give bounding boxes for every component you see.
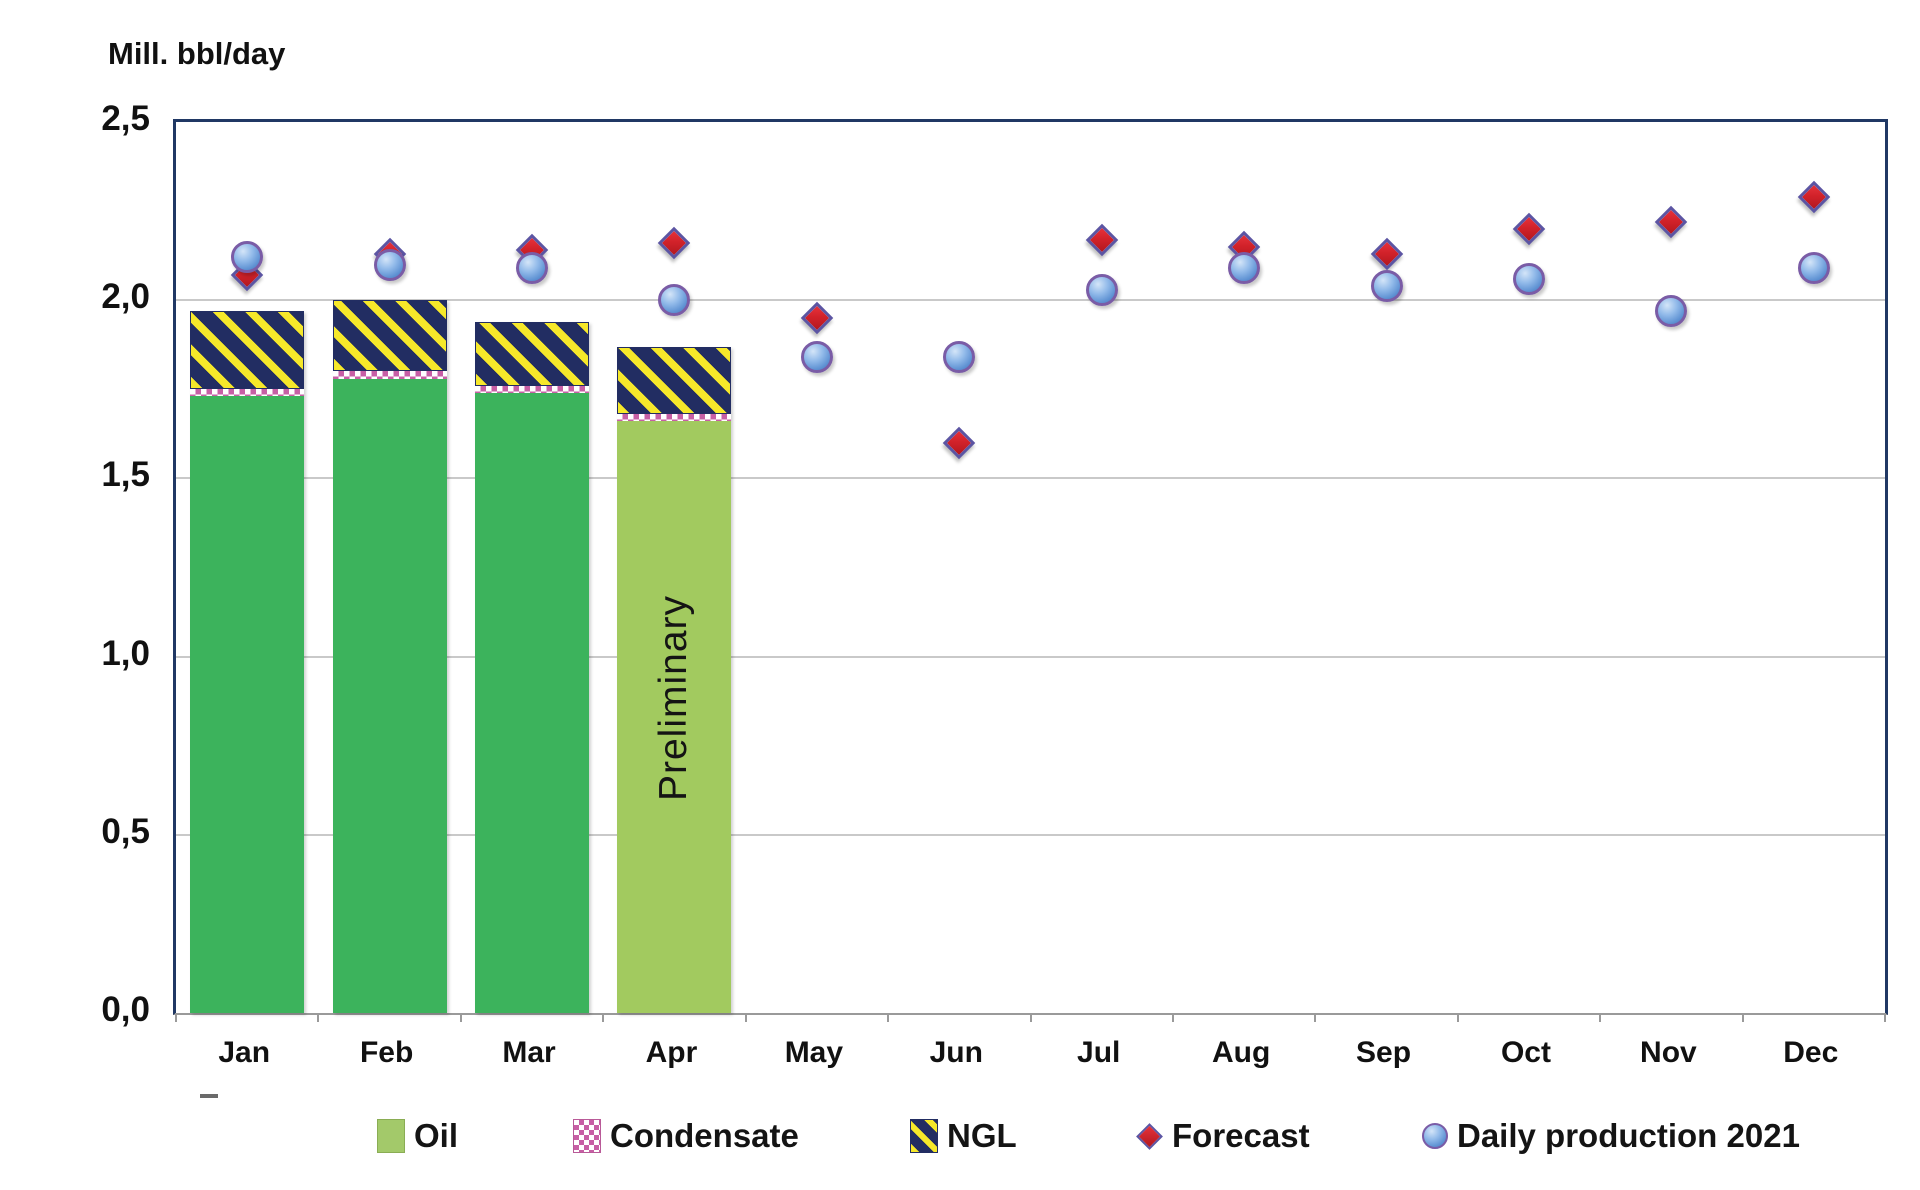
daily-production-marker-dec xyxy=(1797,252,1830,285)
x-axis-tick xyxy=(744,1013,747,1022)
y-tick-label: 1,5 xyxy=(101,455,150,495)
x-tick-label-feb: Feb xyxy=(359,1036,414,1069)
bar-segment-ngl xyxy=(332,300,447,372)
bar-mar xyxy=(475,321,590,1013)
forecast-marker-jul xyxy=(1085,223,1119,257)
legend-item-oil: Oil xyxy=(377,1114,458,1158)
bar-segment-ngl xyxy=(190,310,305,390)
y-tick-label: 1,0 xyxy=(101,633,150,673)
bar-segment-oil xyxy=(617,421,732,1013)
forecast-marker-sep xyxy=(1370,237,1404,271)
x-tick-label-may: May xyxy=(784,1036,844,1069)
legend-swatch-ngl xyxy=(910,1119,938,1153)
forecast-marker-dec xyxy=(1797,180,1831,214)
legend-label: Daily production 2021 xyxy=(1457,1117,1800,1154)
daily-production-marker-jul xyxy=(1085,273,1118,306)
bar-segment-oil xyxy=(332,378,447,1013)
x-tick-label-apr: Apr xyxy=(645,1036,698,1069)
y-tick-label: 0,0 xyxy=(101,990,150,1029)
preliminary-label: Preliminary xyxy=(652,594,696,802)
forecast-marker-nov xyxy=(1654,205,1688,239)
bar-feb xyxy=(332,300,447,1013)
x-axis-tick xyxy=(1029,1013,1032,1022)
daily-production-marker-nov xyxy=(1655,294,1688,327)
y-tick-label: 2,5 xyxy=(101,99,150,138)
x-tick-label-oct: Oct xyxy=(1500,1036,1551,1069)
x-axis-tick xyxy=(887,1013,890,1022)
x-axis-tick xyxy=(1314,1013,1317,1022)
x-axis-tick xyxy=(1599,1013,1602,1022)
y-tick-label: 2,0 xyxy=(101,277,150,317)
legend-swatch-oil xyxy=(377,1119,405,1153)
x-tick-label-mar: Mar xyxy=(502,1036,556,1069)
bar-segment-condensate xyxy=(475,385,590,393)
legend: Oil Condensate NGL Forecast Daily production… xyxy=(0,1114,1920,1164)
legend-label: Condensate xyxy=(610,1117,799,1154)
y-tick-label: 0,5 xyxy=(101,811,150,851)
bar-segment-oil xyxy=(475,392,590,1013)
legend-label: NGL xyxy=(947,1117,1017,1154)
x-axis-tick xyxy=(317,1013,320,1022)
gridline xyxy=(176,299,1885,302)
daily-production-marker-sep xyxy=(1370,269,1403,302)
gridline xyxy=(176,477,1885,480)
stray-tick-mark xyxy=(200,1094,218,1098)
daily-production-marker-feb xyxy=(373,248,406,281)
daily-production-circle-icon xyxy=(1422,1123,1448,1149)
x-tick-label-jan: Jan xyxy=(218,1036,271,1069)
bar-segment-condensate xyxy=(617,414,732,422)
x-tick-label-dec: Dec xyxy=(1783,1036,1839,1069)
x-axis-tick xyxy=(1456,1013,1459,1022)
daily-production-marker-jan xyxy=(231,241,264,274)
x-axis-tick xyxy=(1884,1013,1886,1022)
bar-segment-condensate xyxy=(190,389,305,397)
legend-item-dot: Daily production 2021 xyxy=(1422,1114,1800,1158)
legend-item-diamond: Forecast xyxy=(1136,1114,1310,1158)
daily-production-marker-apr xyxy=(658,284,691,317)
x-tick-label-jun: Jun xyxy=(929,1036,983,1069)
x-axis-tick xyxy=(459,1013,462,1022)
bar-jan xyxy=(190,310,305,1013)
x-tick-label-nov: Nov xyxy=(1640,1036,1697,1069)
x-axis-tick xyxy=(175,1013,177,1022)
x-tick-label-aug: Aug xyxy=(1211,1036,1271,1069)
x-tick-label-jul: Jul xyxy=(1077,1036,1121,1069)
forecast-marker-jun xyxy=(942,426,976,460)
x-axis-tick xyxy=(1171,1013,1174,1022)
forecast-marker-oct xyxy=(1512,212,1546,246)
bar-segment-condensate xyxy=(332,371,447,379)
y-axis-title: Mill. bbl/day xyxy=(108,36,286,71)
legend-label: Oil xyxy=(414,1117,459,1154)
bar-segment-oil xyxy=(190,396,305,1013)
legend-item-cond: Condensate xyxy=(573,1114,799,1158)
legend-label: Forecast xyxy=(1172,1117,1310,1154)
gridline xyxy=(176,833,1885,836)
daily-production-marker-mar xyxy=(516,252,549,285)
forecast-marker-may xyxy=(800,301,834,335)
x-axis-tick xyxy=(602,1013,605,1022)
bar-segment-ngl xyxy=(617,346,732,415)
x-tick-label-sep: Sep xyxy=(1356,1036,1412,1069)
bar-segment-ngl xyxy=(475,321,590,386)
forecast-marker-apr xyxy=(657,226,691,260)
legend-item-ngl: NGL xyxy=(910,1114,1017,1158)
daily-production-marker-aug xyxy=(1228,252,1261,285)
bar-apr xyxy=(617,346,732,1013)
legend-swatch-condensate xyxy=(573,1119,601,1153)
daily-production-marker-may xyxy=(800,341,833,374)
x-axis-tick xyxy=(1741,1013,1744,1022)
daily-production-marker-oct xyxy=(1512,262,1545,295)
forecast-diamond-icon xyxy=(1136,1122,1163,1150)
daily-production-marker-jun xyxy=(943,341,976,374)
plot-area: Preliminary xyxy=(173,119,1888,1022)
gridline xyxy=(176,655,1885,658)
